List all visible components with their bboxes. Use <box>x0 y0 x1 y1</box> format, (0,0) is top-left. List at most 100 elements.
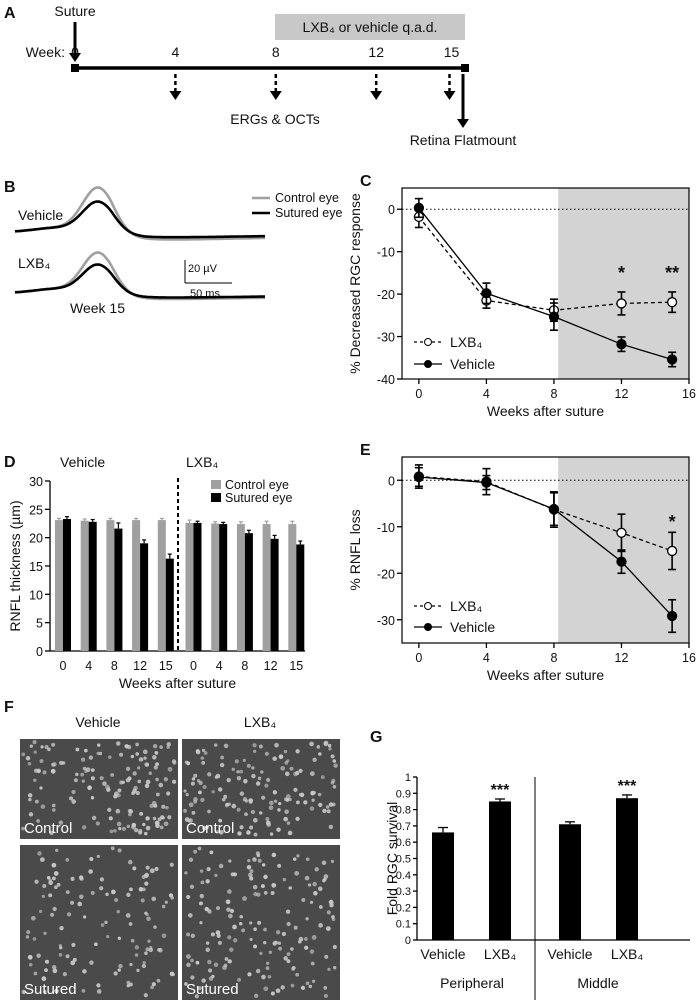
cell-dot <box>50 912 55 917</box>
cell-dot <box>284 809 289 815</box>
panel-letter-c: C <box>360 173 372 190</box>
cell-dot <box>209 850 214 855</box>
cell-dot <box>275 930 281 935</box>
cell-dot <box>89 960 94 965</box>
cell-dot <box>32 937 37 941</box>
cell-dot <box>134 953 139 957</box>
cell-dot <box>236 807 241 812</box>
cell-dot <box>166 742 171 747</box>
cell-dot <box>51 862 57 868</box>
cell-dot <box>249 921 253 925</box>
cell-dot <box>215 773 221 779</box>
cell-dot <box>275 988 281 994</box>
y-tick-label: 5 <box>36 617 43 631</box>
cell-dot <box>265 966 270 970</box>
cell-dot <box>202 784 207 789</box>
row-label-lxb4: LXB₄ <box>18 255 50 271</box>
y-tick-label: 15 <box>29 560 43 574</box>
cell-dot <box>197 846 202 851</box>
cell-dot <box>282 877 287 882</box>
cell-dot <box>117 968 121 972</box>
panel-letter-b: B <box>4 179 16 196</box>
cell-dot <box>304 937 308 941</box>
cell-dot <box>323 993 329 999</box>
cell-dot <box>309 741 314 747</box>
cell-dot <box>148 771 152 775</box>
cell-dot <box>26 930 31 935</box>
cell-dot <box>218 818 223 823</box>
cell-dot <box>139 811 144 816</box>
legend-label-vehicle: Vehicle <box>450 619 495 635</box>
cell-dot <box>227 889 232 894</box>
legend-swatch-marker <box>424 602 432 610</box>
cell-dot <box>215 930 221 935</box>
x-tick-label: 12 <box>264 659 278 673</box>
cell-dot <box>283 956 288 961</box>
cell-dot <box>217 940 222 945</box>
cell-dot <box>113 897 119 903</box>
plot-frame <box>401 187 690 380</box>
cell-dot <box>283 749 288 754</box>
cell-dot <box>44 968 48 973</box>
significance-marker: * <box>618 263 625 283</box>
cell-dot <box>249 937 253 942</box>
cell-dot <box>65 890 70 895</box>
x-tick-label: 4 <box>483 651 490 665</box>
cell-dot <box>159 745 164 750</box>
cell-dot <box>295 749 300 754</box>
x-axis-label: Weeks after suture <box>119 675 236 691</box>
cell-dot <box>128 922 133 926</box>
panel-e-line-chart: E 0 -10 -20 -30 0 4 8 12 16 Weeks after suture % RN… <box>347 442 696 683</box>
cell-dot <box>65 954 70 959</box>
cell-dot <box>193 849 198 854</box>
cell-dot <box>200 756 205 760</box>
cell-dot <box>211 790 215 794</box>
cell-dot <box>323 986 328 990</box>
legend-swatch-marker <box>424 623 432 631</box>
cell-dot <box>186 932 191 937</box>
cell-dot <box>121 826 127 831</box>
cell-dot <box>84 748 88 753</box>
week-tick-0: 0 <box>71 44 79 60</box>
cell-dot <box>145 865 150 870</box>
cell-dot <box>269 832 274 836</box>
cell-dot <box>326 910 331 915</box>
cell-dot <box>77 901 83 907</box>
cell-dot <box>218 863 224 869</box>
bar-control <box>132 520 141 651</box>
cell-dot <box>274 742 279 748</box>
cell-dot <box>265 961 270 965</box>
y-tick-label: 0.1 <box>396 919 411 931</box>
cell-dot <box>71 799 76 804</box>
cell-dot <box>277 808 281 812</box>
cell-dot <box>263 891 268 895</box>
cell-dot <box>303 800 308 805</box>
x-tick-label: 12 <box>133 659 147 673</box>
week-tick-4: 4 <box>172 44 180 60</box>
cell-dot <box>253 749 257 754</box>
cell-dot <box>232 924 237 930</box>
cell-dot <box>135 752 140 756</box>
treatment-shading <box>558 188 689 379</box>
cell-dot <box>285 909 291 914</box>
cell-dot <box>260 884 265 889</box>
cell-dot <box>330 754 335 759</box>
cell-dot <box>166 791 171 796</box>
cell-dot <box>205 947 210 952</box>
legend-control-label: Control eye <box>275 191 339 205</box>
panel-letter-e: E <box>360 442 371 459</box>
cell-dot <box>171 779 177 784</box>
x-tick-label: 16 <box>682 651 696 665</box>
cell-dot <box>188 802 194 808</box>
cell-dot <box>324 954 329 959</box>
bar-sutured <box>219 524 228 651</box>
cell-dot <box>104 920 108 925</box>
cell-dot <box>214 873 218 878</box>
cell-dot <box>327 967 331 972</box>
bar-sutured <box>63 518 71 651</box>
cell-dot <box>246 830 251 835</box>
cell-dot <box>325 805 330 809</box>
x-tick-label: 0 <box>415 651 422 665</box>
cell-dot <box>193 773 198 778</box>
cell-dot <box>71 789 76 795</box>
